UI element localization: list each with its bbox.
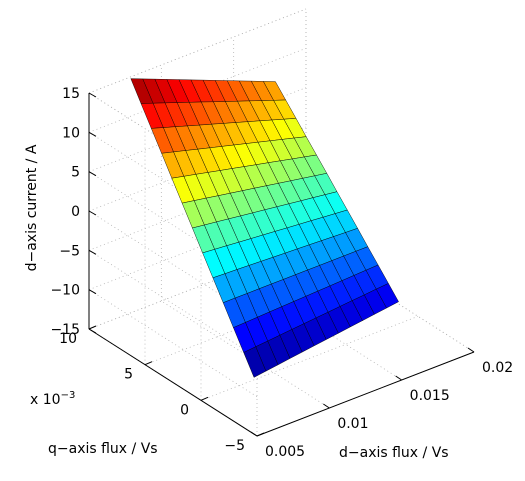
y-tick	[256, 432, 265, 437]
z-axis-label: d−axis current / A	[24, 144, 40, 271]
box-edge	[88, 8, 307, 94]
y-axis-line	[88, 328, 258, 437]
y-exponent-power: −3	[61, 390, 76, 401]
y-tick-label: 10	[59, 331, 77, 347]
z-tick	[88, 131, 97, 137]
surface-cell	[375, 283, 399, 309]
y-axis-label: q−axis flux / Vs	[48, 441, 158, 457]
y-exponent-base: x 10	[30, 392, 61, 408]
y-tick	[88, 325, 97, 330]
x-tick-label: 0.005	[265, 444, 305, 460]
grid-line-y-floor	[200, 315, 419, 401]
z-tick-label: 0	[71, 204, 80, 220]
x-tick	[467, 347, 475, 353]
z-tick-label: −15	[50, 322, 80, 338]
z-tick-label: 10	[62, 125, 80, 141]
x-tick-label: 0.01	[337, 416, 368, 432]
x-tick	[323, 403, 330, 409]
grid-line-z-back	[88, 205, 307, 291]
y-tick-label: −5	[224, 438, 245, 454]
tick-labels: −15 −10 −5 0 5 10 15 0.005 0.01 0.015 0.02 −5 0 5 10	[50, 86, 513, 460]
z-tick	[88, 249, 97, 255]
y-tick	[144, 361, 153, 366]
x-axis-label: d−axis flux / Vs	[339, 445, 449, 461]
x-tick-label: 0.015	[410, 388, 450, 404]
x-tick	[395, 375, 402, 381]
z-tick	[88, 328, 97, 334]
z-tick	[88, 210, 97, 216]
surface	[130, 78, 399, 378]
z-tick-label: −5	[59, 243, 80, 259]
y-tick	[200, 396, 209, 401]
y-exponent-label: x 10−3	[30, 390, 75, 408]
y-tick-label: 0	[180, 402, 189, 418]
z-tick	[88, 92, 97, 98]
z-tick-label: 15	[62, 86, 80, 102]
x-tick	[250, 431, 258, 437]
z-tick	[88, 171, 97, 177]
grid-line-y-floor	[88, 244, 307, 330]
z-tick-label: −10	[50, 283, 80, 299]
z-tick	[88, 289, 97, 295]
y-tick-label: 5	[124, 367, 133, 383]
x-axis-line	[256, 351, 475, 437]
x-tick-label: 0.02	[482, 360, 513, 376]
z-tick-label: 5	[71, 165, 80, 181]
